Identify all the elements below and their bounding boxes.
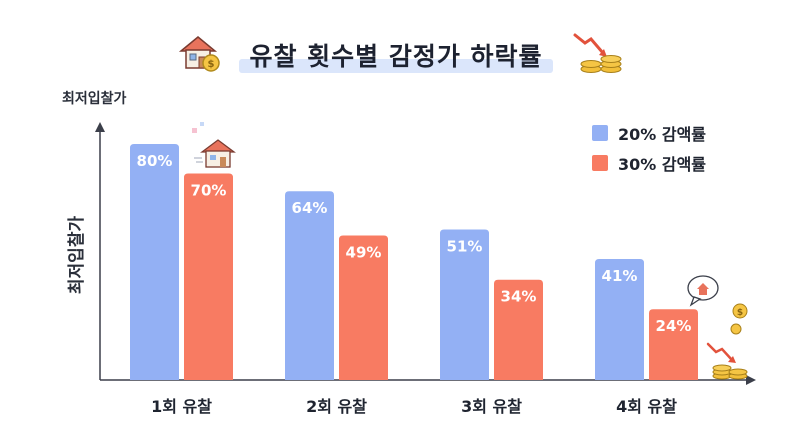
legend: 20% 감액률 30% 감액률 [592, 118, 706, 178]
bar-series1-1 [130, 144, 179, 380]
bar-label-series2-3: 34% [501, 288, 537, 306]
bar-label-series1-4: 41% [602, 267, 638, 285]
house-coin-icon: $ [175, 29, 221, 79]
legend-swatch-series1 [592, 125, 608, 141]
x-tick-labels: 1회 유찰 2회 유찰 3회 유찰 4회 유찰 [151, 397, 677, 416]
bars-group: 80% 70% 64% 49% 51% 34% 41% 24% [130, 144, 698, 380]
bar-series2-2 [339, 235, 388, 380]
x-tick-label-1: 1회 유찰 [151, 397, 212, 416]
coin-stack-icon [706, 342, 748, 380]
bar-series1-3 [440, 229, 489, 380]
legend-label-series2: 30% 감액률 [618, 155, 707, 174]
svg-text:$: $ [208, 59, 215, 70]
legend-item-series1: 20% 감액률 [592, 118, 706, 148]
svg-text:$: $ [737, 308, 743, 318]
falling-coins-icon [571, 29, 625, 79]
bar-label-series1-1: 80% [137, 152, 173, 170]
legend-item-series2: 30% 감액률 [592, 148, 706, 178]
bar-label-series1-3: 51% [447, 238, 483, 256]
y-axis-arrow [95, 122, 105, 132]
y-axis-top-label: 최저입찰가 [62, 91, 127, 107]
bar-label-series2-4: 24% [656, 317, 692, 335]
x-tick-label-4: 4회 유찰 [616, 397, 677, 416]
legend-label-series1: 20% 감액률 [618, 125, 707, 144]
legend-swatch-series2 [592, 155, 608, 171]
chart-title-container: 유찰 횟수별 감정가 하락률 [235, 31, 556, 77]
y-axis-title: 최저입찰가 [67, 216, 87, 295]
x-axis-arrow [746, 375, 756, 385]
title-row: $ 유찰 횟수별 감정가 하락률 [0, 30, 800, 78]
house-speech-icon [687, 275, 719, 307]
bar-series1-2 [285, 191, 334, 380]
chart-title: 유찰 횟수별 감정가 하락률 [249, 42, 543, 71]
bar-series2-4 [649, 309, 698, 380]
bar-label-series1-2: 64% [292, 199, 328, 217]
x-tick-label-3: 3회 유찰 [461, 397, 522, 416]
house-icon [192, 122, 236, 168]
bar-series1-4 [595, 259, 644, 380]
x-tick-label-2: 2회 유찰 [306, 397, 367, 416]
bar-label-series2-1: 70% [191, 182, 227, 200]
bar-label-series2-2: 49% [346, 243, 382, 261]
dollar-coin-icon: $ [730, 303, 748, 335]
bar-series2-3 [494, 279, 543, 380]
bar-series2-1 [184, 173, 233, 380]
